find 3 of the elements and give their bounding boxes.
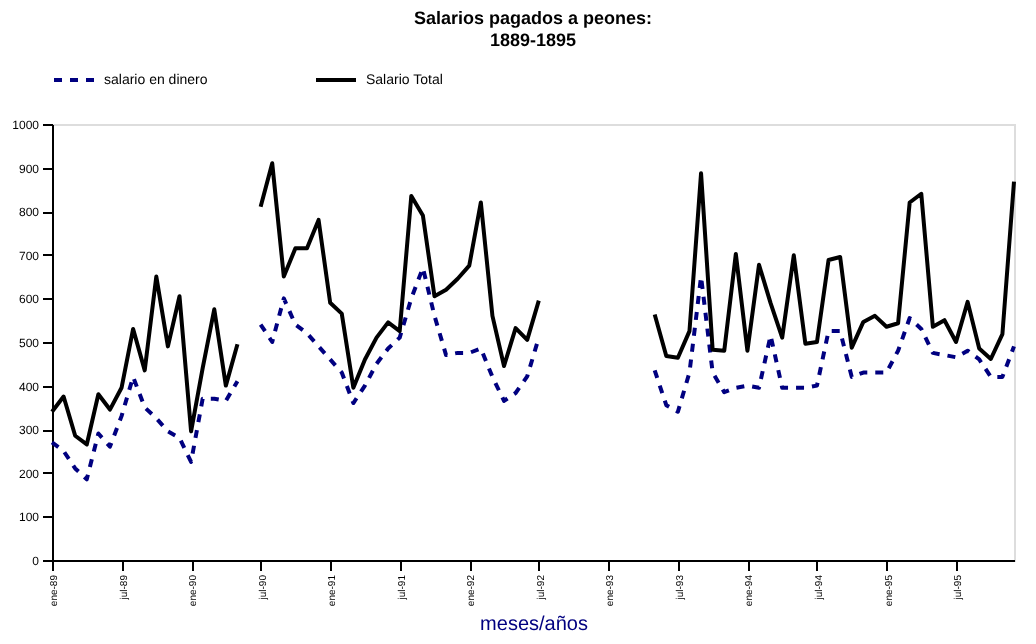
text: 1889-1895 (489, 30, 577, 50)
text: Salarios pagados a peones: (413, 8, 653, 28)
x-axis-title: meses/años (480, 614, 588, 637)
